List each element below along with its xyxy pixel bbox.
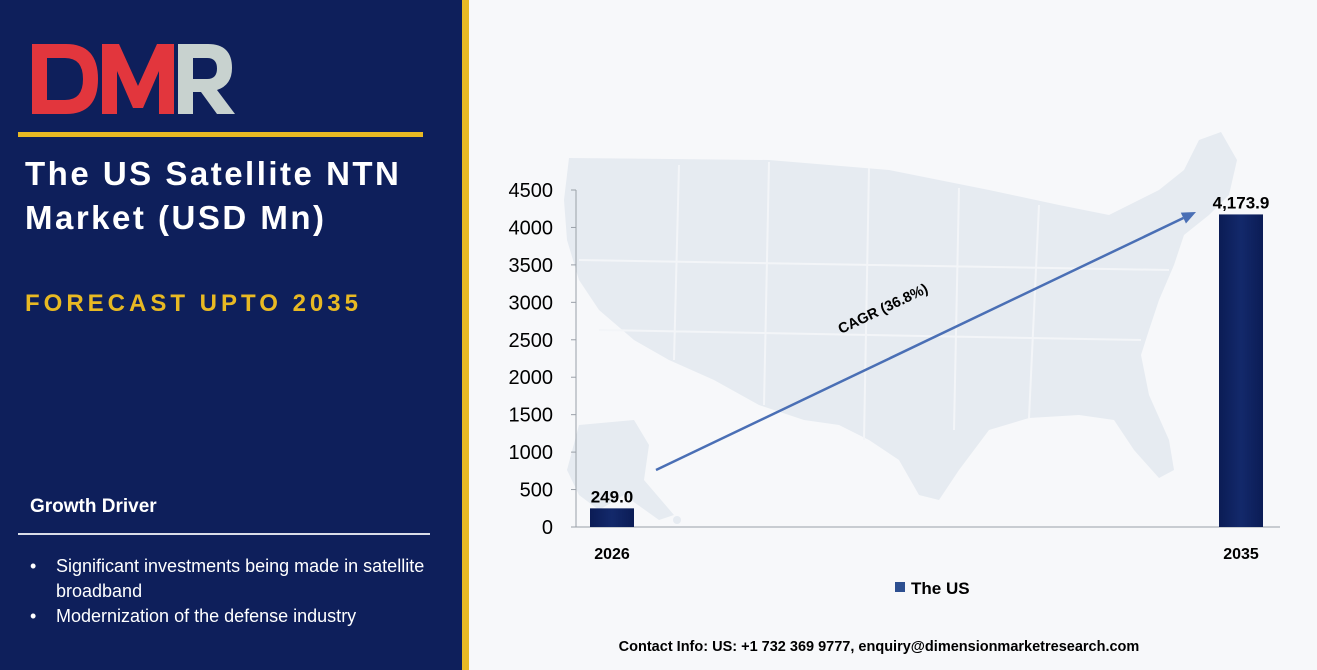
y-tick-label: 1000 <box>509 442 554 464</box>
driver-item: Modernization of the defense industry <box>30 604 430 629</box>
y-tick-label: 3000 <box>509 292 554 314</box>
data-label: 249.0 <box>591 487 634 506</box>
left-panel: The US Satellite NTN Market (USD Mn) FOR… <box>0 0 462 670</box>
us-map-background <box>564 132 1237 524</box>
growth-driver-divider <box>18 533 430 535</box>
contact-info: Contact Info: US: +1 732 369 9777, enqui… <box>618 639 1140 655</box>
y-tick-label: 3500 <box>509 255 554 277</box>
gold-strip <box>462 0 469 670</box>
legend-label: The US <box>911 579 970 598</box>
x-tick-label: 2035 <box>1223 546 1259 563</box>
chart-panel: 0 500 1000 1500 2000 2500 3000 3500 4000 4500 202… <box>469 0 1317 670</box>
cagr-arrow <box>655 216 1184 472</box>
dmr-logo <box>32 44 235 114</box>
growth-driver-title: Growth Driver <box>30 496 157 517</box>
panel-subtitle: FORECAST UPTO 2035 <box>25 290 362 317</box>
y-tick-label: 2500 <box>509 330 554 352</box>
driver-item: Significant investments being made in sa… <box>30 554 430 604</box>
legend: The US <box>895 579 970 598</box>
y-tick-label: 0 <box>542 517 553 539</box>
panel-title: The US Satellite NTN Market (USD Mn) <box>25 155 402 236</box>
cagr-annotation: CAGR (36.8%) <box>836 281 931 338</box>
legend-swatch <box>895 582 905 592</box>
y-tick-label: 4500 <box>509 180 554 202</box>
gold-divider <box>18 132 423 137</box>
growth-driver-list: Significant investments being made in sa… <box>30 554 430 629</box>
data-label: 4,173.9 <box>1213 193 1270 212</box>
cagr-arrow-head <box>1180 212 1196 224</box>
bar-2026 <box>590 508 634 527</box>
x-tick-label: 2026 <box>594 546 630 563</box>
y-tick-label: 500 <box>520 480 553 502</box>
bar-2035 <box>1219 214 1263 527</box>
y-tick-label: 1500 <box>509 405 554 427</box>
bar-chart: 0 500 1000 1500 2000 2500 3000 3500 4000 4500 202… <box>509 180 1280 598</box>
y-tick-label: 2000 <box>509 367 554 389</box>
y-tick-label: 4000 <box>509 217 554 239</box>
